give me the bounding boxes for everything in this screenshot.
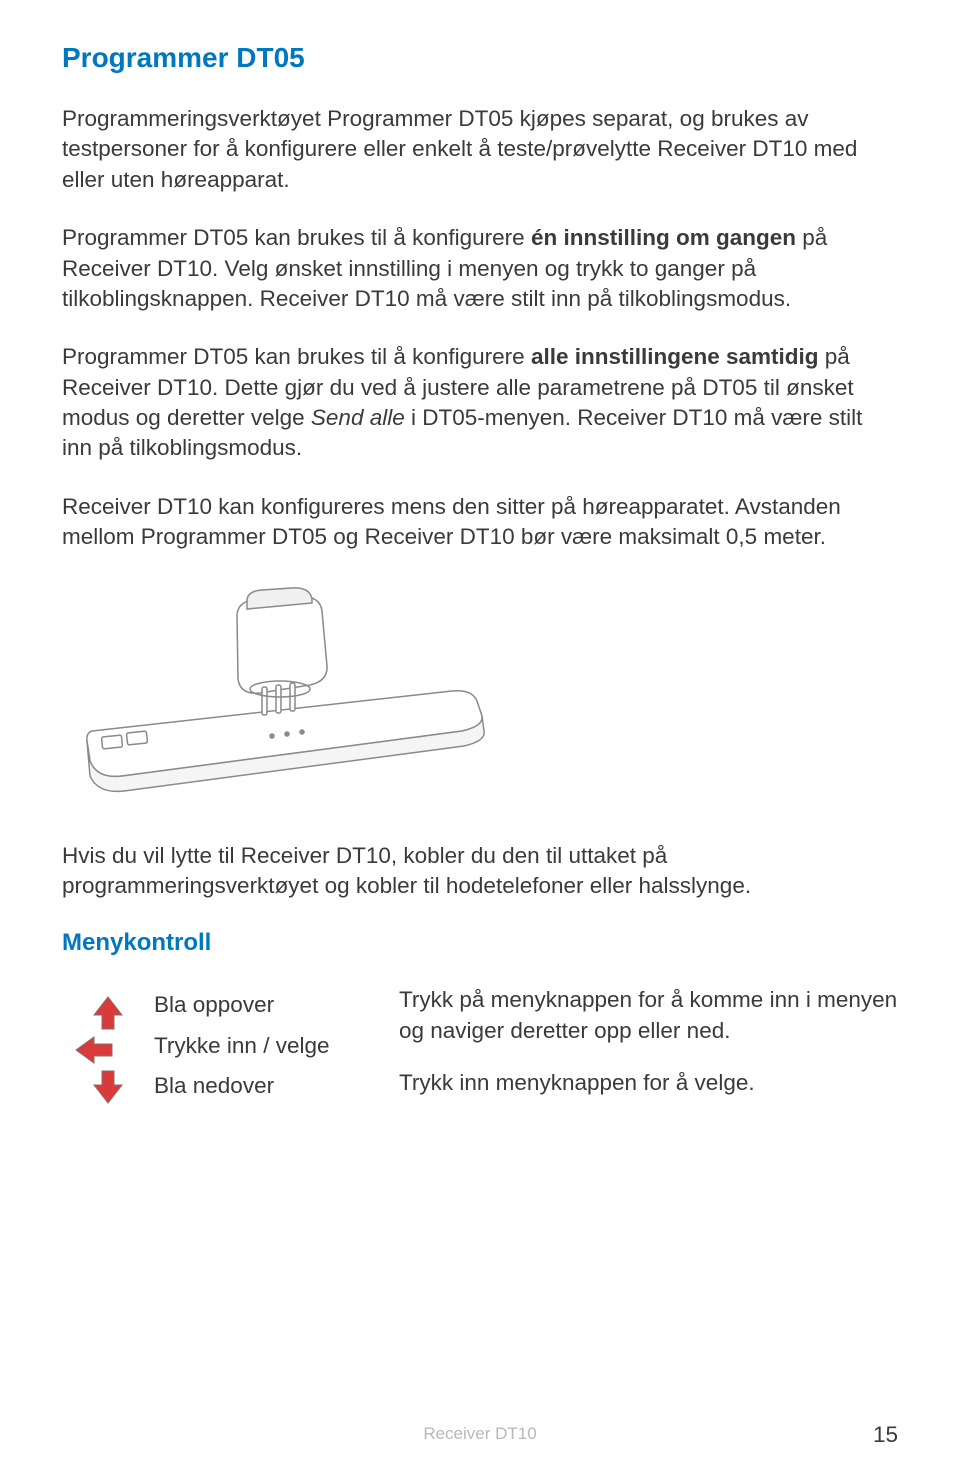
bold-fragment: alle innstillingene samtidig (531, 344, 819, 369)
menu-description-column: Trykk på menyknappen for å komme inn i m… (399, 981, 898, 1120)
bold-fragment: én innstilling om gangen (531, 225, 796, 250)
menu-control-block: Bla oppover Trykke inn / velge Bla nedov… (62, 981, 898, 1120)
page-title: Programmer DT05 (62, 42, 898, 74)
menu-desc-1: Trykk på menyknappen for å komme inn i m… (399, 985, 898, 1046)
menu-desc-2: Trykk inn menyknappen for å velge. (399, 1068, 898, 1098)
text-fragment: Programmer DT05 kan brukes til å konfigu… (62, 344, 531, 369)
menu-labels-column: Bla oppover Trykke inn / velge Bla nedov… (154, 981, 399, 1107)
menu-icon-column (62, 981, 154, 1110)
page-number: 15 (873, 1422, 898, 1448)
scroll-up-label: Bla oppover (154, 985, 399, 1026)
distance-paragraph: Receiver DT10 kan konfigureres mens den … (62, 492, 898, 553)
device-illustration (62, 581, 492, 811)
listen-paragraph: Hvis du vil lytte til Receiver DT10, kob… (62, 841, 898, 902)
text-fragment: Programmer DT05 kan brukes til å konfigu… (62, 225, 531, 250)
directional-arrows-icon (72, 995, 144, 1105)
footer-text: Receiver DT10 (0, 1424, 960, 1444)
single-setting-paragraph: Programmer DT05 kan brukes til å konfigu… (62, 223, 898, 314)
italic-fragment: Send alle (311, 405, 405, 430)
all-settings-paragraph: Programmer DT05 kan brukes til å konfigu… (62, 342, 898, 464)
scroll-down-label: Bla nedover (154, 1066, 399, 1107)
press-select-label: Trykke inn / velge (154, 1026, 399, 1067)
intro-paragraph: Programmeringsverktøyet Programmer DT05 … (62, 104, 898, 195)
menu-control-heading: Menykontroll (62, 929, 898, 957)
